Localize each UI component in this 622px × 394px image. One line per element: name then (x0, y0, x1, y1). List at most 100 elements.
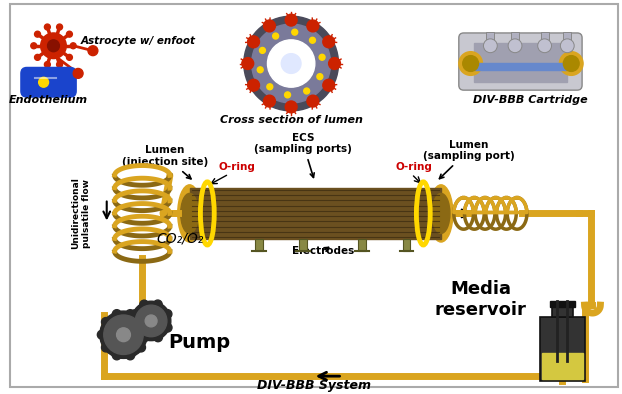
Circle shape (40, 33, 67, 59)
Circle shape (44, 24, 50, 30)
Circle shape (285, 101, 297, 113)
Text: Media
reservoir: Media reservoir (435, 280, 526, 319)
Circle shape (131, 301, 171, 341)
Circle shape (537, 39, 552, 53)
Circle shape (73, 69, 83, 78)
Text: O-ring: O-ring (395, 162, 432, 172)
Text: Endothelium: Endothelium (9, 95, 88, 105)
Circle shape (264, 20, 276, 32)
Text: CO₂/O₂: CO₂/O₂ (156, 231, 203, 245)
Circle shape (259, 47, 266, 53)
Text: Pump: Pump (168, 333, 230, 352)
Text: Electrodes: Electrodes (292, 246, 354, 256)
Circle shape (272, 33, 279, 39)
Circle shape (258, 67, 263, 73)
Circle shape (88, 46, 98, 56)
Circle shape (317, 74, 323, 80)
Bar (358, 239, 366, 251)
Circle shape (281, 54, 301, 73)
Circle shape (310, 37, 315, 43)
Circle shape (136, 305, 167, 337)
Circle shape (141, 330, 150, 339)
Circle shape (126, 310, 134, 318)
Circle shape (267, 40, 315, 87)
Circle shape (44, 61, 50, 67)
Text: Cross section of lumen: Cross section of lumen (220, 115, 363, 125)
Circle shape (30, 43, 37, 49)
Circle shape (154, 300, 162, 309)
Circle shape (67, 31, 72, 37)
Circle shape (101, 343, 110, 352)
Circle shape (98, 330, 106, 339)
Circle shape (57, 61, 63, 67)
Circle shape (101, 318, 110, 326)
Circle shape (560, 39, 574, 53)
Circle shape (267, 84, 273, 90)
Circle shape (35, 54, 40, 60)
Circle shape (130, 310, 139, 319)
FancyBboxPatch shape (459, 33, 582, 90)
Text: O-ring: O-ring (218, 162, 256, 172)
Circle shape (140, 333, 149, 342)
Circle shape (307, 95, 318, 107)
Circle shape (304, 88, 310, 94)
Bar (486, 32, 494, 46)
Ellipse shape (178, 185, 202, 242)
Circle shape (70, 43, 76, 49)
Bar (541, 32, 549, 46)
Bar (550, 301, 575, 307)
Text: ECS
(sampling ports): ECS (sampling ports) (254, 133, 352, 177)
Circle shape (131, 323, 139, 332)
Circle shape (116, 328, 131, 342)
Circle shape (137, 343, 146, 352)
Circle shape (323, 36, 335, 48)
Circle shape (100, 311, 147, 359)
Circle shape (248, 36, 259, 48)
Bar (552, 303, 573, 317)
Circle shape (39, 77, 49, 87)
Circle shape (252, 24, 331, 103)
Text: Astrocyte w/ enfoot: Astrocyte w/ enfoot (81, 36, 196, 46)
Circle shape (508, 39, 522, 53)
Text: DIV-BBB System: DIV-BBB System (257, 379, 371, 392)
Circle shape (113, 351, 121, 360)
Bar (511, 32, 519, 46)
Circle shape (163, 310, 172, 318)
Ellipse shape (429, 185, 453, 242)
Ellipse shape (181, 193, 198, 234)
Text: Lumen
(injection site): Lumen (injection site) (122, 145, 208, 179)
Bar (542, 353, 583, 379)
Circle shape (307, 20, 318, 32)
Circle shape (559, 52, 583, 75)
Circle shape (285, 14, 297, 26)
Circle shape (248, 79, 259, 91)
Circle shape (244, 16, 338, 111)
Circle shape (319, 54, 325, 60)
Circle shape (67, 54, 72, 60)
Circle shape (285, 92, 290, 98)
Bar (540, 317, 585, 381)
Circle shape (126, 351, 134, 360)
Circle shape (242, 58, 254, 69)
Bar (402, 239, 411, 251)
Circle shape (145, 315, 157, 327)
Circle shape (113, 310, 121, 318)
Circle shape (163, 323, 172, 332)
Circle shape (483, 39, 497, 53)
Circle shape (35, 31, 40, 37)
Bar (473, 63, 567, 71)
FancyBboxPatch shape (21, 67, 76, 97)
Circle shape (323, 79, 335, 91)
Circle shape (137, 318, 146, 326)
Circle shape (104, 315, 143, 355)
Circle shape (154, 333, 162, 342)
Text: Lumen
(sampling port): Lumen (sampling port) (423, 139, 514, 178)
Text: Unidirectional
pulsatile flow: Unidirectional pulsatile flow (72, 177, 91, 249)
Bar (473, 43, 567, 82)
Circle shape (328, 58, 340, 69)
Circle shape (57, 24, 63, 30)
Circle shape (140, 300, 149, 309)
Ellipse shape (432, 193, 450, 234)
Bar (299, 239, 307, 251)
Bar (564, 32, 571, 46)
